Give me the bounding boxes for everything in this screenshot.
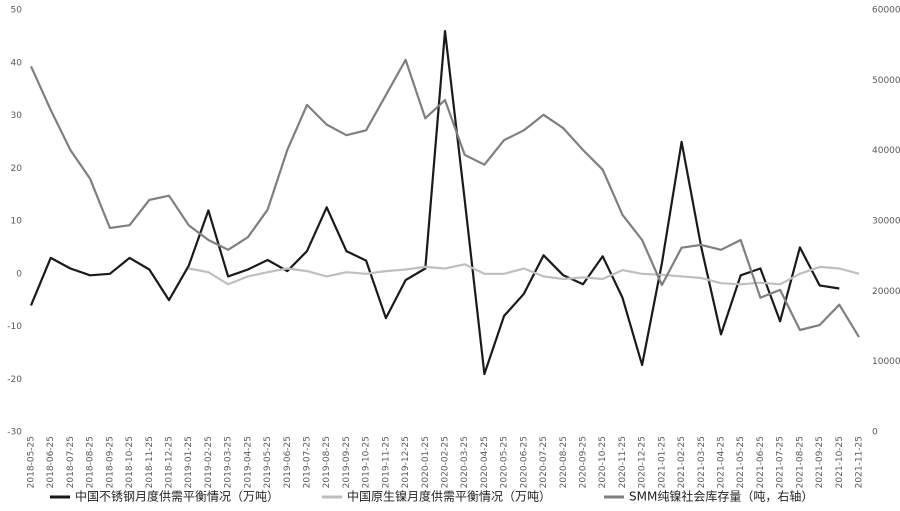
x-tick-label: 2019-08-25 [322, 436, 332, 488]
y-tick-label: -20 [7, 375, 22, 385]
x-tick-label: 2018-09-25 [105, 436, 115, 488]
x-tick-label: 2019-11-25 [381, 436, 391, 488]
legend-label: SMM纯镍社会库存量（吨，右轴） [629, 489, 813, 504]
x-tick-label: 2019-09-25 [342, 436, 352, 488]
x-tick-label: 2021-08-25 [795, 436, 805, 488]
series-line [29, 58, 860, 338]
x-tick-label: 2021-07-25 [776, 436, 786, 488]
y2-tick-label: 20000 [872, 287, 900, 297]
y2-tick-label: 40000 [872, 146, 900, 156]
x-tick-label: 2019-12-25 [401, 436, 411, 488]
x-tick-label: 2020-07-25 [539, 436, 549, 488]
x-tick-label: 2021-02-25 [677, 436, 687, 488]
series-line [188, 263, 860, 286]
x-tick-label: 2018-11-25 [145, 436, 155, 488]
y2-tick-label: 50000 [872, 76, 900, 86]
y-tick-label: 10 [11, 217, 23, 227]
legend-label: 中国不锈钢月度供需平衡情况（万吨） [75, 489, 279, 504]
x-tick-label: 2018-08-25 [86, 436, 96, 488]
x-tick-label: 2018-05-25 [27, 436, 37, 488]
x-tick-label: 2019-03-25 [224, 436, 234, 488]
x-tick-label: 2019-05-25 [263, 436, 273, 488]
x-tick-label: 2020-10-25 [598, 436, 608, 488]
x-tick-label: 2020-04-25 [480, 436, 490, 488]
y2-tick-label: 30000 [872, 217, 900, 227]
x-tick-label: 2021-10-25 [835, 436, 845, 488]
x-tick-label: 2020-09-25 [579, 436, 589, 488]
y-tick-label: 20 [11, 164, 23, 174]
y2-tick-label: 10000 [872, 357, 900, 367]
x-tick-label: 2021-11-25 [855, 436, 865, 488]
x-tick-label: 2018-12-25 [165, 436, 175, 488]
y-tick-label: 50 [11, 6, 23, 16]
y-tick-label: -30 [7, 428, 22, 438]
x-tick-label: 2020-05-25 [500, 436, 510, 488]
x-tick-label: 2019-02-25 [204, 436, 214, 488]
x-tick-label: 2020-01-25 [421, 436, 431, 488]
x-tick-label: 2019-01-25 [184, 436, 194, 488]
x-tick-label: 2019-07-25 [303, 436, 313, 488]
y2-tick-label: 0 [872, 428, 878, 438]
x-tick-label: 2020-02-25 [441, 436, 451, 488]
y2-tick-label: 60000 [872, 6, 900, 16]
x-tick-label: 2018-07-25 [66, 436, 76, 488]
legend-label: 中国原生镍月度供需平衡情况（万吨） [347, 489, 551, 504]
x-tick-label: 2021-03-25 [697, 436, 707, 488]
x-tick-label: 2021-01-25 [657, 436, 667, 488]
y-tick-label: 40 [11, 58, 23, 68]
legend: 中国不锈钢月度供需平衡情况（万吨） 中国原生镍月度供需平衡情况（万吨） SMM纯镍社… [50, 489, 813, 504]
y-tick-label: 30 [11, 111, 23, 121]
x-tick-label: 2021-05-25 [736, 436, 746, 488]
x-tick-label: 2020-11-25 [618, 436, 628, 488]
x-tick-label: 2018-06-25 [46, 436, 56, 488]
x-tick-label: 2020-06-25 [519, 436, 529, 488]
x-tick-label: 2020-03-25 [460, 436, 470, 488]
x-tick-label: 2019-04-25 [243, 436, 253, 488]
x-tick-label: 2021-04-25 [717, 436, 727, 488]
y-tick-label: 0 [16, 269, 22, 279]
y-tick-label: -10 [7, 322, 22, 332]
x-tick-label: 2021-06-25 [756, 436, 766, 488]
series-line [29, 30, 840, 376]
x-tick-label: 2019-10-25 [362, 436, 372, 488]
x-tick-label: 2019-06-25 [283, 436, 293, 488]
x-tick-label: 2020-12-25 [638, 436, 648, 488]
x-tick-label: 2021-09-25 [815, 436, 825, 488]
x-tick-label: 2020-08-25 [559, 436, 569, 488]
x-tick-label: 2018-10-25 [125, 436, 135, 488]
